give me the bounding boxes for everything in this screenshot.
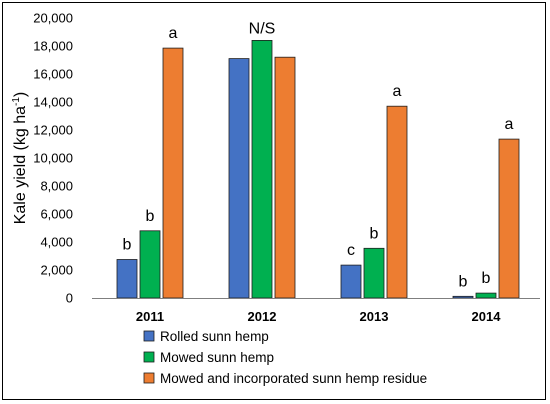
bar-2012-series-1 (228, 58, 250, 299)
bar-2011-series-1 (116, 259, 138, 299)
x-category-label: 2013 (360, 309, 389, 324)
legend-label: Rolled sunn hemp (160, 329, 269, 344)
bar-2012-series-2 (251, 40, 273, 299)
significance-label: b (482, 270, 491, 287)
chart-frame (2, 2, 546, 400)
legend-swatch (143, 351, 155, 363)
y-tick-label: 4,000 (40, 235, 73, 250)
legend: Rolled sunn hemp Mowed sunn hemp Mowed and… (143, 329, 427, 386)
legend-label: Mowed sunn hemp (160, 350, 274, 365)
legend-swatch (143, 330, 155, 342)
y-tick-label: 12,000 (33, 123, 73, 138)
bar-2013-series-2 (363, 247, 385, 299)
significance-label: b (459, 273, 468, 290)
y-tick-label: 6,000 (40, 207, 73, 222)
y-axis-ticks: 0 2,000 4,000 6,000 8,000 10,000 12,000 14,000 1… (33, 11, 73, 306)
bar-2011-series-3 (162, 47, 184, 299)
bar-2014-series-2 (475, 292, 497, 299)
x-axis-categories: 2011 2012 2013 2014 (136, 309, 501, 324)
y-tick-label: 0 (66, 291, 73, 306)
significance-label: b (370, 225, 379, 242)
bars (116, 40, 520, 299)
x-category-label: 2012 (248, 309, 277, 324)
y-axis-label: Kale yield (kg ha-1) (11, 92, 29, 225)
bar-2011-series-2 (139, 230, 161, 299)
y-tick-label: 18,000 (33, 39, 73, 54)
bar-2014-series-3 (498, 138, 520, 299)
legend-label: Mowed and incorporated sunn hemp residue (160, 371, 427, 386)
y-tick-label: 10,000 (33, 151, 73, 166)
x-category-label: 2014 (472, 309, 502, 324)
bar-2012-series-3 (274, 56, 296, 299)
bar-2013-series-1 (340, 264, 362, 299)
bar-2013-series-3 (386, 105, 408, 299)
significance-label: b (146, 208, 155, 225)
y-tick-label: 20,000 (33, 11, 73, 26)
group-annotation: N/S (249, 20, 276, 37)
significance-label: a (393, 83, 402, 100)
significance-label: c (347, 242, 355, 259)
x-category-label: 2011 (136, 309, 164, 324)
y-tick-label: 2,000 (40, 263, 73, 278)
y-tick-label: 14,000 (33, 95, 73, 110)
significance-label: a (169, 25, 178, 42)
y-tick-label: 8,000 (40, 179, 73, 194)
significance-label: b (123, 237, 132, 254)
significance-label: a (505, 116, 514, 133)
y-tick-label: 16,000 (33, 67, 73, 82)
legend-swatch (143, 372, 155, 384)
bar-2014-series-1 (452, 295, 474, 299)
